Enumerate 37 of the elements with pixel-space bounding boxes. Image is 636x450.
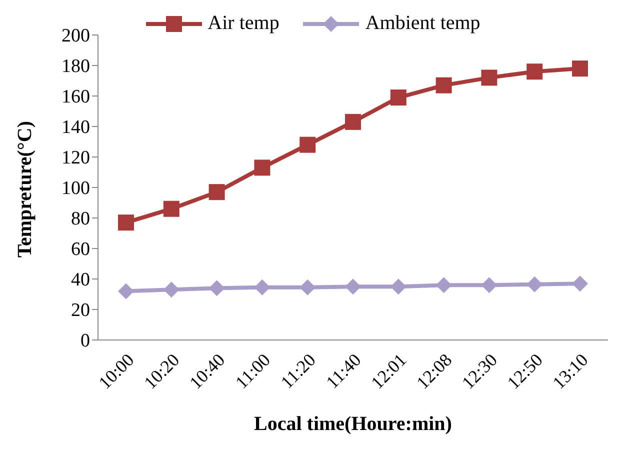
point	[481, 70, 498, 86]
y-tick-label: 100	[62, 178, 90, 200]
y-tick-label: 140	[62, 117, 90, 138]
point	[118, 214, 134, 231]
y-tick-label: 160	[62, 86, 90, 108]
y-axis-title: Tempreture(°C)	[14, 121, 36, 258]
y-tick-label: 60	[71, 239, 90, 260]
point	[208, 184, 225, 200]
point	[345, 278, 361, 295]
point	[526, 276, 543, 292]
point	[481, 277, 498, 294]
point	[345, 114, 361, 130]
point	[390, 90, 406, 106]
point	[572, 60, 588, 77]
y-tick-label: 200	[62, 26, 90, 47]
point	[526, 64, 543, 80]
y-tick-label: 120	[62, 148, 90, 169]
point	[254, 160, 270, 176]
x-axis-title: Local time(Houre:min)	[254, 413, 452, 435]
y-tick-label: 80	[71, 208, 90, 230]
point	[208, 280, 225, 296]
point	[163, 200, 180, 217]
legend-label: Air temp	[208, 12, 280, 35]
legend-label: Ambient temp	[365, 12, 480, 35]
point	[300, 136, 316, 153]
point	[436, 77, 452, 94]
y-tick-label: 0	[80, 330, 90, 352]
point	[118, 283, 134, 300]
point	[436, 277, 452, 294]
point	[254, 279, 270, 296]
point	[390, 278, 406, 295]
y-tick-label: 20	[71, 300, 90, 322]
y-tick-label: 40	[71, 270, 90, 291]
point	[572, 276, 588, 292]
point	[300, 279, 316, 296]
point	[163, 282, 180, 298]
y-tick-label: 180	[62, 56, 90, 78]
